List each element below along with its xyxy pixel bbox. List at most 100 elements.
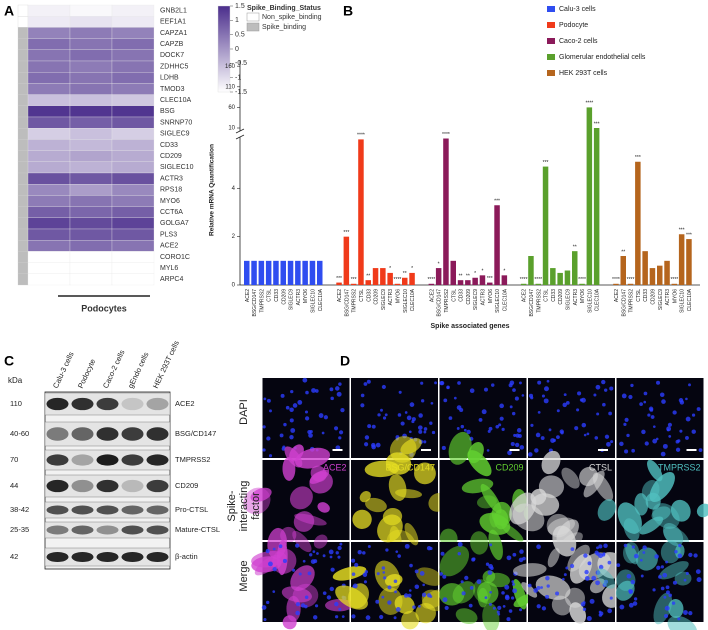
nucleus xyxy=(522,556,526,561)
cell-stain xyxy=(634,493,649,516)
bar xyxy=(343,236,350,285)
legend-swatch xyxy=(246,22,260,32)
heat-cell xyxy=(27,195,71,207)
heat-cell xyxy=(69,228,113,241)
nucleus xyxy=(497,605,502,610)
cell-stain xyxy=(282,615,297,630)
x-tick-label: TMPRSS2 xyxy=(444,289,450,313)
x-tick-label: ACTR3 xyxy=(388,289,394,306)
nucleus xyxy=(643,391,648,396)
nucleus xyxy=(469,585,474,590)
row-label: EEF1A1 xyxy=(160,19,186,26)
x-tick-label: CLEC10A xyxy=(318,288,324,311)
colorbar-tick-label: -0.5 xyxy=(235,60,247,67)
cell-stain xyxy=(667,615,698,630)
nucleus xyxy=(509,405,513,409)
cell-stain xyxy=(674,571,692,586)
row-label: ZDHHC5 xyxy=(160,63,188,70)
colorbar-tick-label: -1.5 xyxy=(235,89,247,96)
cell-stain xyxy=(332,566,367,581)
bar xyxy=(244,260,250,285)
nucleus xyxy=(577,391,582,396)
x-tick-label: SIGLEC9 xyxy=(658,289,664,310)
nucleus xyxy=(507,450,512,456)
colorbar xyxy=(217,5,231,93)
nucleus xyxy=(442,574,447,579)
bar xyxy=(528,256,534,285)
heat-cell xyxy=(27,273,71,286)
status-cell xyxy=(17,150,29,162)
bar xyxy=(435,268,442,285)
nucleus xyxy=(292,568,296,572)
marker-label: TMPRSS2 xyxy=(658,462,701,472)
legend-label: Podocyte xyxy=(559,22,588,29)
x-label: Podocytes xyxy=(81,303,127,313)
bar xyxy=(251,260,257,285)
band xyxy=(71,397,94,411)
nucleus xyxy=(367,424,372,429)
nucleus xyxy=(300,603,306,608)
nucleus xyxy=(641,429,646,435)
nucleus xyxy=(583,433,587,437)
nucleus xyxy=(360,403,365,408)
nucleus xyxy=(442,597,448,603)
heat-cell xyxy=(27,83,71,95)
nucleus xyxy=(393,616,397,620)
heat-cell xyxy=(69,273,113,286)
cell-stain xyxy=(652,503,680,529)
nucleus xyxy=(628,602,634,608)
nucleus xyxy=(414,584,420,590)
nucleus xyxy=(602,582,607,587)
nucleus xyxy=(626,573,632,579)
nucleus xyxy=(604,434,610,439)
nucleus xyxy=(282,445,286,449)
bar xyxy=(409,272,415,285)
nucleus xyxy=(364,442,369,447)
cell-stain xyxy=(589,578,606,594)
nucleus xyxy=(334,615,339,619)
nucleus xyxy=(595,384,601,390)
nucleus xyxy=(468,603,473,608)
nucleus xyxy=(540,436,545,440)
nucleus xyxy=(589,598,595,604)
cell-stain xyxy=(364,460,400,478)
row-label: CORO1C xyxy=(160,254,190,261)
nucleus xyxy=(550,438,556,443)
nucleus xyxy=(265,549,270,554)
nucleus xyxy=(499,403,504,409)
cell-stain xyxy=(596,568,616,589)
marker-label: CTSL xyxy=(589,462,612,472)
nucleus xyxy=(586,616,592,621)
nucleus xyxy=(322,591,327,595)
nucleus xyxy=(463,428,467,432)
nucleus xyxy=(628,394,633,400)
nucleus xyxy=(579,398,584,402)
nucleus xyxy=(508,383,513,388)
band xyxy=(46,397,69,411)
heat-cell xyxy=(111,60,155,73)
x-tick-label: ACE2 xyxy=(429,289,435,302)
bar xyxy=(336,282,342,285)
nucleus xyxy=(261,605,267,610)
nucleus xyxy=(290,389,294,394)
nucleus xyxy=(502,605,506,608)
heat-cell xyxy=(111,49,155,62)
nucleus xyxy=(414,569,419,574)
cell-stain xyxy=(448,431,472,465)
nucleus xyxy=(330,396,334,401)
heat-cell xyxy=(69,27,113,39)
lane-label: Caco-2 cells xyxy=(101,348,127,389)
band xyxy=(96,525,119,535)
nucleus xyxy=(695,569,701,574)
status-cell xyxy=(17,116,29,129)
heat-cell xyxy=(69,195,113,207)
bar xyxy=(627,283,634,285)
band xyxy=(46,479,69,493)
nucleus xyxy=(429,595,433,599)
nucleus xyxy=(594,550,599,555)
row-label: MYO6 xyxy=(160,198,180,205)
nucleus xyxy=(448,416,453,420)
band xyxy=(121,505,144,515)
nucleus xyxy=(602,402,606,407)
cell-stain xyxy=(317,502,330,513)
